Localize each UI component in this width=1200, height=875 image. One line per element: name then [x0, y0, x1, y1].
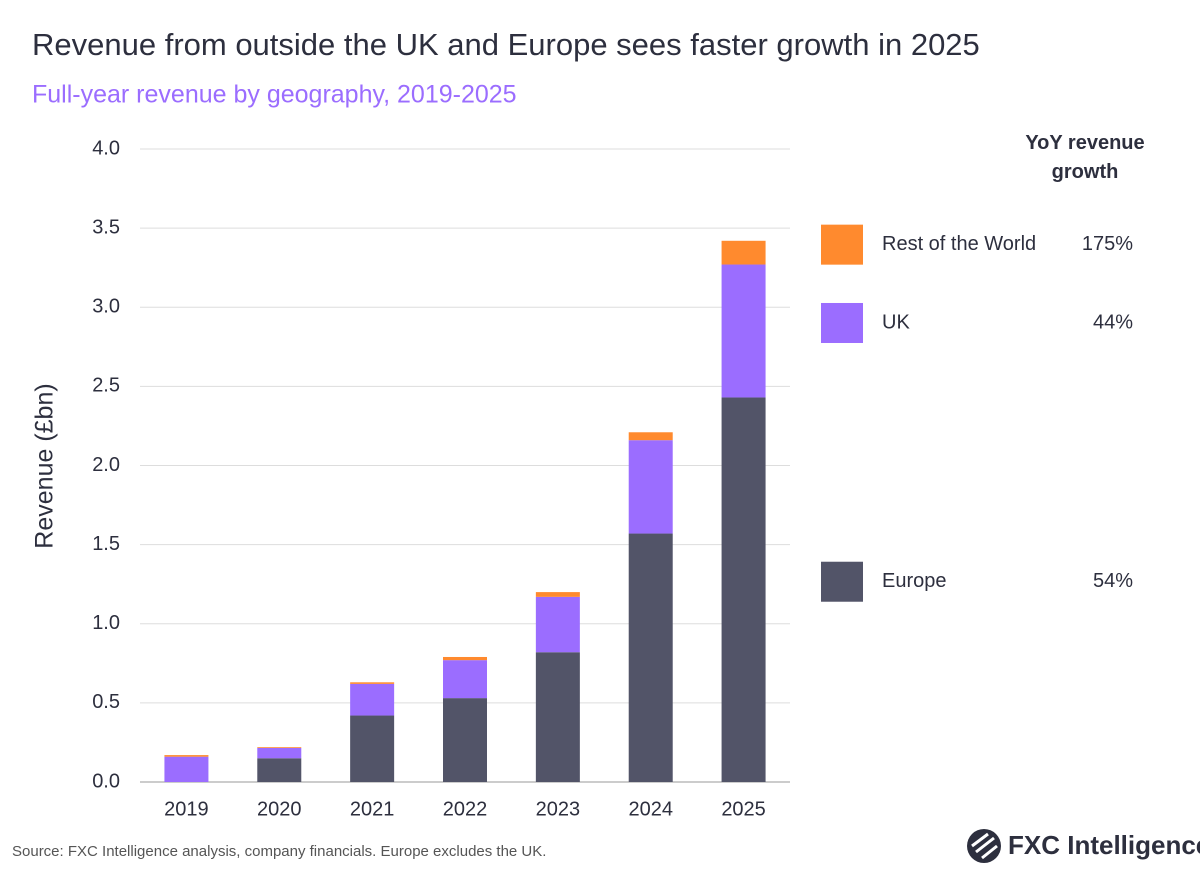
legend-swatch: [821, 561, 863, 602]
y-tick-label: 1.0: [92, 612, 120, 634]
bar-segment: [350, 683, 395, 716]
bar-segment: [350, 715, 395, 782]
legend-label: Rest of the World: [882, 233, 1036, 255]
bar-segment: [721, 397, 766, 782]
bar-segment: [164, 755, 209, 757]
bar-segment: [628, 533, 673, 782]
bar-segment: [721, 240, 766, 265]
x-tick-label: 2024: [628, 798, 673, 820]
source: Source: FXC Intelligence analysis, compa…: [12, 843, 546, 860]
bar-segment: [535, 652, 580, 782]
x-tick-label: 2021: [350, 798, 395, 820]
bar-segment: [721, 264, 766, 398]
bar-segment: [257, 747, 302, 759]
bar-segment: [257, 747, 302, 748]
x-tick-label: 2020: [257, 798, 302, 820]
y-tick-label: 0.0: [92, 770, 120, 792]
x-tick-label: 2025: [721, 798, 766, 820]
y-tick-label: 2.5: [92, 375, 120, 397]
x-tick-label: 2019: [164, 798, 209, 820]
chart-title: Revenue from outside the UK and Europe s…: [32, 27, 980, 62]
y-tick-label: 3.0: [92, 296, 120, 318]
legend-label: UK: [882, 311, 910, 333]
y-tick-label: 2.0: [92, 454, 120, 476]
x-tick-label: 2023: [536, 798, 581, 820]
legend-swatch: [821, 224, 863, 265]
yoy-growth: 54%: [1093, 570, 1133, 592]
y-tick-label: 1.5: [92, 533, 120, 555]
yoy-growth: 44%: [1093, 311, 1133, 333]
bar-segment: [535, 596, 580, 653]
legend-swatch: [821, 302, 863, 343]
bar-segment: [443, 656, 487, 661]
legend-title: YoY revenue growth: [1025, 132, 1145, 183]
legend-label: Europe: [882, 570, 947, 592]
bar-segment: [443, 660, 487, 699]
bar-segment: [350, 682, 395, 684]
y-tick-label: 4.0: [92, 137, 120, 159]
bar-segment: [535, 592, 580, 597]
bar-segment: [628, 432, 673, 441]
yoy-growth: 175%: [1082, 233, 1133, 255]
logo-text: FXC Intelligence: [1008, 830, 1200, 860]
chart-subtitle: Full-year revenue by geography, 2019-202…: [32, 81, 517, 109]
bar-segment: [257, 758, 302, 782]
bar-segment: [443, 698, 487, 782]
bar-segment: [628, 440, 673, 534]
y-tick-label: 0.5: [92, 691, 120, 713]
logo-icon: [967, 829, 1001, 863]
y-tick-label: 3.5: [92, 216, 120, 238]
x-tick-label: 2022: [443, 798, 488, 820]
y-axis-label: Revenue (£bn): [31, 383, 59, 548]
bar-segment: [164, 756, 209, 782]
